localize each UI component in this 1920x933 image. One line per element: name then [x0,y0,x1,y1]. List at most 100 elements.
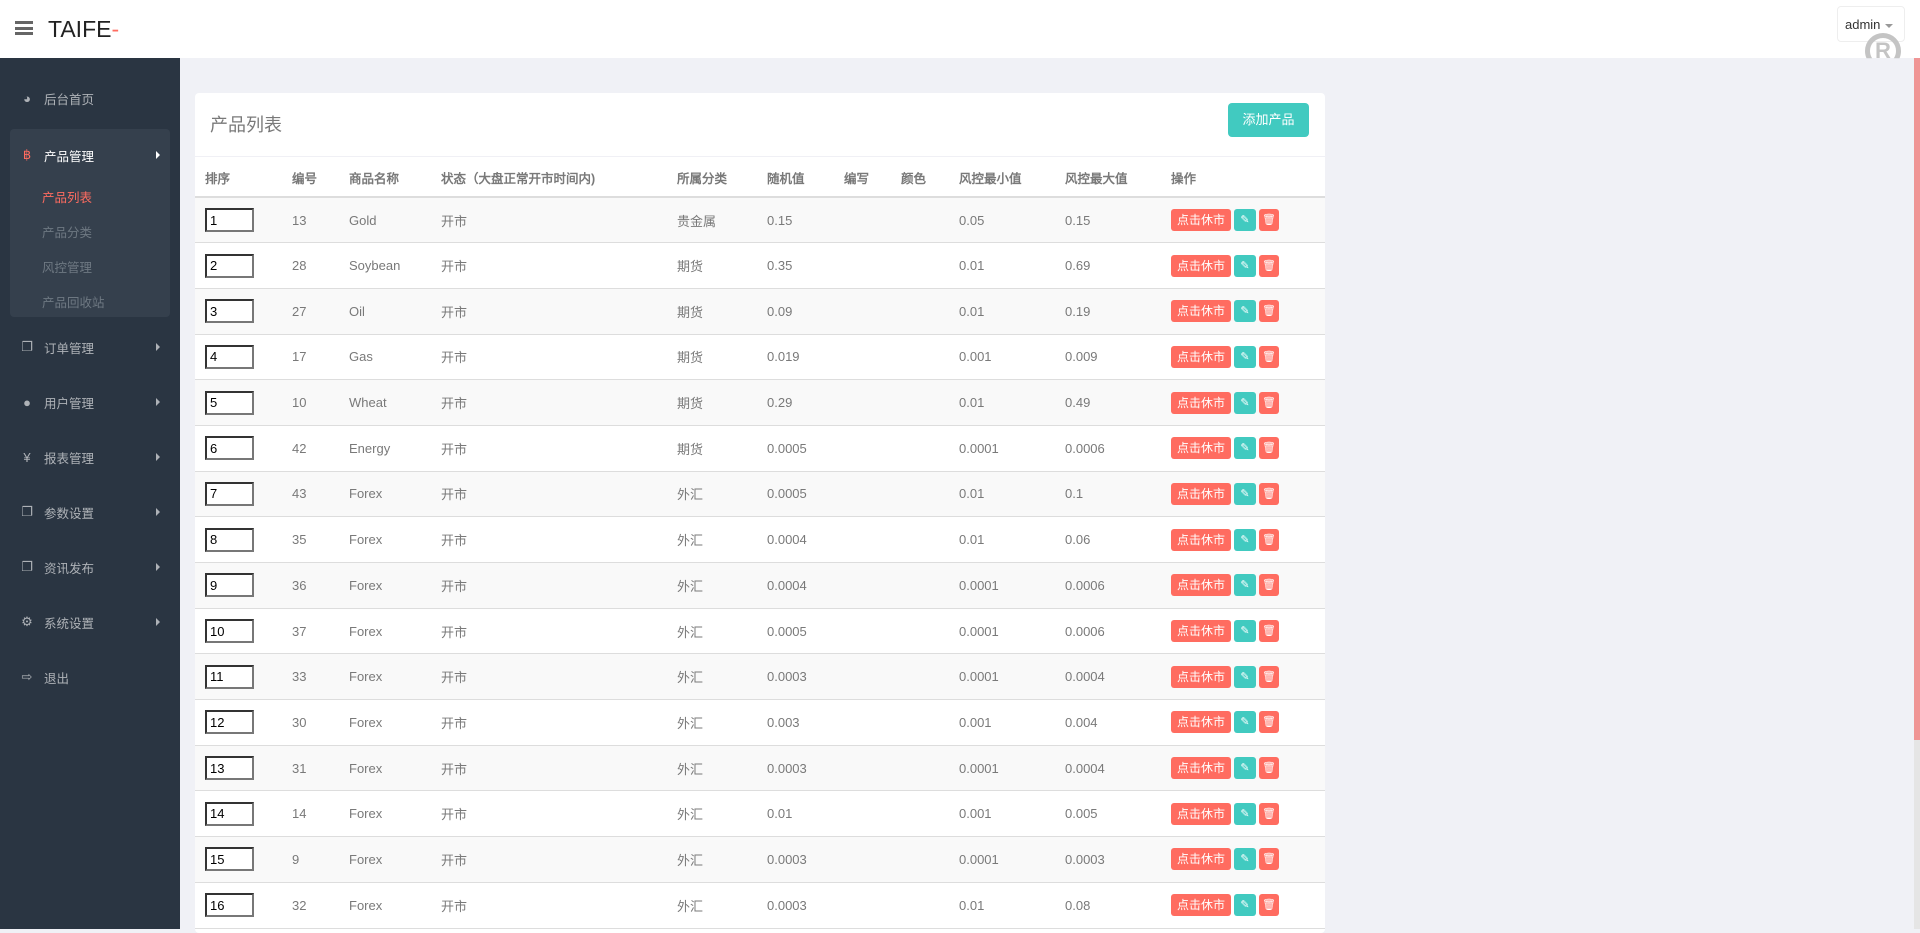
sidebar-subitem[interactable]: 产品分类 [42,226,93,240]
page-scrollbar[interactable] [1914,58,1920,929]
table-cell: 0.0001 [949,608,1055,655]
delete-trash-icon[interactable]: 🗑 [1259,574,1279,597]
edit-pencil-icon[interactable]: ✎ [1234,528,1256,551]
delete-trash-icon[interactable]: 🗑 [1259,848,1279,871]
sidebar-item[interactable]: ¥ 报表管理 [0,442,180,472]
close-market-button[interactable]: 点击休市 [1171,209,1231,232]
sort-order-input[interactable] [205,893,254,918]
delete-trash-icon[interactable]: 🗑 [1259,345,1279,368]
close-market-button[interactable]: 点击休市 [1171,482,1231,505]
sort-order-input[interactable] [205,710,254,735]
sort-order-input[interactable] [205,619,254,644]
delete-trash-icon[interactable]: 🗑 [1259,437,1279,460]
sidebar-item[interactable]: ❐ 订单管理 [0,332,180,362]
close-market-button[interactable]: 点击休市 [1171,300,1231,323]
edit-pencil-icon[interactable]: ✎ [1234,254,1256,277]
delete-trash-icon[interactable]: 🗑 [1259,802,1279,825]
delete-trash-icon[interactable]: 🗑 [1259,665,1279,688]
edit-pencil-icon[interactable]: ✎ [1234,894,1256,917]
sort-order-input[interactable] [205,390,254,415]
edit-pencil-icon[interactable]: ✎ [1234,711,1256,734]
sort-order-input[interactable] [205,436,254,461]
delete-trash-icon[interactable]: 🗑 [1259,757,1279,780]
sort-order-input[interactable] [205,573,254,598]
close-market-button[interactable]: 点击休市 [1171,757,1231,780]
logo[interactable]: TAIFE- [48,16,120,42]
close-market-button[interactable]: 点击休市 [1171,620,1231,643]
sidebar-item[interactable]: ◕ 后台首页 [0,83,180,113]
edit-pencil-icon[interactable]: ✎ [1234,437,1256,460]
table-cell: 0.001 [949,699,1055,746]
sidebar-item[interactable]: ● 用户管理 [0,387,180,417]
edit-pencil-icon[interactable]: ✎ [1234,345,1256,368]
close-market-button[interactable]: 点击休市 [1171,437,1231,460]
sidebar-subitem[interactable]: 产品回收站 [42,296,105,310]
delete-trash-icon[interactable]: 🗑 [1259,209,1279,232]
edit-pencil-icon[interactable]: ✎ [1234,757,1256,780]
sort-order-input[interactable] [205,527,254,552]
sidebar-item-label: 后台首页 [44,92,95,107]
sort-order-input[interactable] [205,756,254,781]
delete-trash-icon[interactable]: 🗑 [1259,300,1279,323]
table-cell: 0.69 [1055,242,1161,289]
sidebar-item[interactable]: ❐ 资讯发布 [0,552,180,582]
close-market-button[interactable]: 点击休市 [1171,848,1231,871]
sort-order-input[interactable] [205,847,254,872]
delete-trash-icon[interactable]: 🗑 [1259,254,1279,277]
close-market-button[interactable]: 点击休市 [1171,391,1231,414]
table-cell: 0.49 [1055,379,1161,426]
product-table: 排序 编号 商品名称 状态（大盘正常开市时间内) 所属分类 随机值 编写 颜色 风控最小值 风控最… [195,158,1325,929]
close-market-button[interactable]: 点击休市 [1171,802,1231,825]
delete-trash-icon[interactable]: 🗑 [1259,620,1279,643]
cell-actions: 点击休市 ✎ 🗑 [1161,836,1325,883]
delete-trash-icon[interactable]: 🗑 [1259,482,1279,505]
sort-order-input[interactable] [205,208,254,233]
sort-order-input[interactable] [205,801,254,826]
table-cell: 30 [282,699,339,746]
sort-order-input[interactable] [205,299,254,324]
close-market-button[interactable]: 点击休市 [1171,665,1231,688]
delete-trash-icon[interactable]: 🗑 [1259,894,1279,917]
edit-pencil-icon[interactable]: ✎ [1234,300,1256,323]
edit-pencil-icon[interactable]: ✎ [1234,574,1256,597]
menu-toggle-icon[interactable] [15,21,33,35]
cell-actions: 点击休市 ✎ 🗑 [1161,653,1325,701]
add-product-button[interactable]: 添加产品 [1228,103,1309,137]
edit-pencil-icon[interactable]: ✎ [1234,802,1256,825]
edit-pencil-icon[interactable]: ✎ [1234,848,1256,871]
table-cell: 43 [282,471,339,518]
sort-order-input[interactable] [205,664,254,689]
close-market-button[interactable]: 点击休市 [1171,345,1231,368]
delete-trash-icon[interactable]: 🗑 [1259,391,1279,414]
sort-order-input[interactable] [205,481,254,506]
close-market-button[interactable]: 点击休市 [1171,254,1231,277]
sidebar-item[interactable]: ❐ 参数设置 [0,497,180,527]
edit-pencil-icon[interactable]: ✎ [1234,482,1256,505]
table-cell [891,471,949,518]
close-market-button[interactable]: 点击休市 [1171,528,1231,551]
delete-trash-icon[interactable]: 🗑 [1259,528,1279,551]
sort-order-input[interactable] [205,344,254,369]
table-cell: 14 [282,790,339,838]
close-market-button[interactable]: 点击休市 [1171,574,1231,597]
edit-pencil-icon[interactable]: ✎ [1234,209,1256,232]
close-market-button[interactable]: 点击休市 [1171,894,1231,917]
sort-order-input[interactable] [205,253,254,278]
scrollbar-thumb[interactable] [1914,58,1920,740]
sidebar-item[interactable]: ⇨ 退出 [0,662,180,692]
close-market-button[interactable]: 点击休市 [1171,711,1231,734]
table-cell [891,790,949,838]
sidebar-subitem[interactable]: 产品列表 [42,191,93,205]
delete-trash-icon[interactable]: 🗑 [1259,711,1279,734]
sidebar-item[interactable]: ⚙ 系统设置 [0,607,180,637]
table-cell: 开市 [431,699,667,746]
edit-pencil-icon[interactable]: ✎ [1234,391,1256,414]
sidebar-subitem[interactable]: 风控管理 [42,261,93,275]
edit-pencil-icon[interactable]: ✎ [1234,620,1256,643]
sidebar-item[interactable]: ฿ 产品管理 [0,140,180,170]
edit-pencil-icon[interactable]: ✎ [1234,665,1256,688]
